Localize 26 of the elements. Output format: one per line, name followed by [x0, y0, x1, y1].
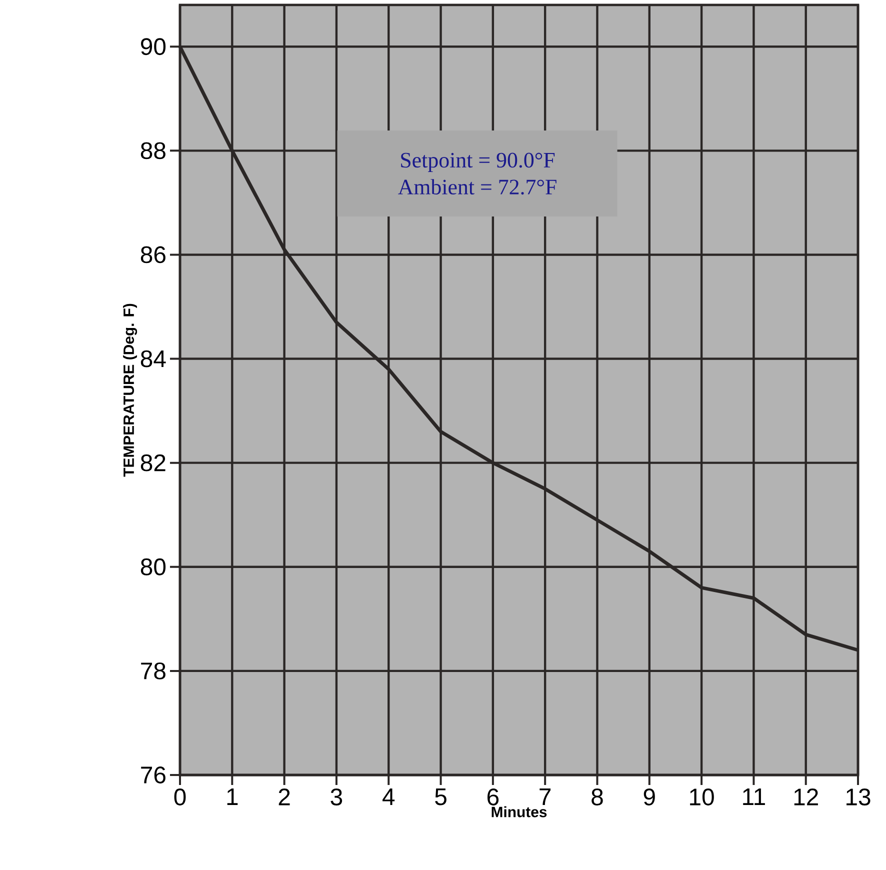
x-tick-label: 7 — [540, 788, 551, 805]
x-tick-label: 3 — [330, 788, 342, 806]
y-tick-label: 90 — [141, 38, 166, 56]
x-tick-label: 1 — [227, 788, 238, 805]
x-tick-label: 9 — [644, 788, 655, 806]
annotation: Setpoint = 90.0°F — [401, 152, 555, 172]
annotation: Ambient = 72.7°F — [398, 179, 556, 195]
y-tick-label: 88 — [140, 142, 166, 160]
y-tick-label: 78 — [141, 662, 166, 680]
x-tick-label: 5 — [435, 788, 446, 806]
y-tick-label: 76 — [141, 766, 166, 784]
y-tick-label: 82 — [140, 454, 166, 472]
x-tick-label: 6 — [488, 788, 499, 806]
x-axis-title: Minutes — [492, 806, 547, 818]
x-tick-label: 10 — [690, 788, 714, 806]
y-tick-label: 84 — [140, 350, 166, 368]
y-axis-title: TEMPERATURE (Deg. F) — [123, 304, 138, 477]
y-tick-label: 86 — [140, 246, 166, 264]
x-tick-label: 4 — [382, 788, 395, 805]
x-tick-label: 2 — [278, 788, 290, 806]
x-tick-label: 8 — [592, 788, 603, 806]
x-tick-label: 0 — [174, 788, 186, 806]
x-tick-label: 12 — [794, 788, 818, 806]
y-tick-label: 80 — [140, 558, 166, 576]
x-tick-label: 11 — [743, 788, 765, 805]
x-tick-label: 13 — [846, 788, 870, 806]
